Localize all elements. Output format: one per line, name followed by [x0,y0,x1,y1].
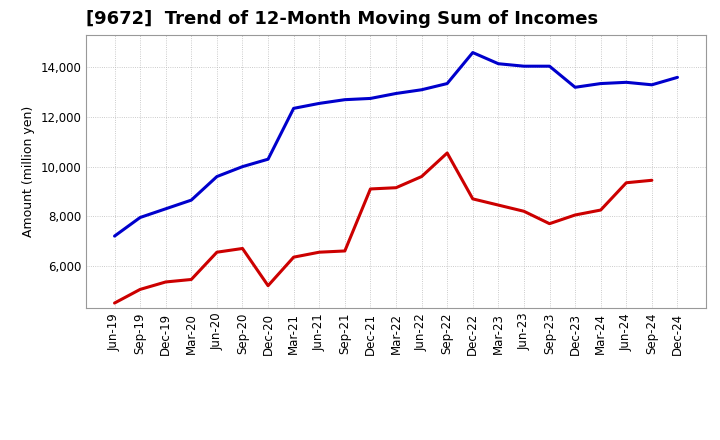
Net Income [264,283,272,288]
Ordinary Income [469,50,477,55]
Ordinary Income [366,96,374,101]
Ordinary Income [238,164,247,169]
Y-axis label: Amount (million yen): Amount (million yen) [22,106,35,237]
Net Income [110,301,119,306]
Ordinary Income [622,80,631,85]
Line: Ordinary Income: Ordinary Income [114,52,678,236]
Ordinary Income [418,87,426,92]
Ordinary Income [136,215,145,220]
Line: Net Income: Net Income [114,153,652,303]
Ordinary Income [161,206,170,212]
Net Income [647,178,656,183]
Net Income [622,180,631,185]
Ordinary Income [596,81,605,86]
Net Income [212,249,221,255]
Ordinary Income [494,61,503,66]
Ordinary Income [289,106,298,111]
Net Income [341,248,349,253]
Net Income [469,196,477,202]
Ordinary Income [443,81,451,86]
Net Income [315,249,323,255]
Ordinary Income [571,84,580,90]
Net Income [392,185,400,191]
Net Income [494,202,503,208]
Net Income [161,279,170,285]
Ordinary Income [315,101,323,106]
Net Income [545,221,554,226]
Net Income [187,277,196,282]
Ordinary Income [392,91,400,96]
Ordinary Income [264,157,272,162]
Net Income [443,150,451,156]
Ordinary Income [187,198,196,203]
Net Income [571,213,580,218]
Net Income [520,209,528,214]
Ordinary Income [212,174,221,179]
Ordinary Income [520,63,528,69]
Ordinary Income [110,234,119,239]
Net Income [238,246,247,251]
Net Income [596,207,605,213]
Ordinary Income [545,63,554,69]
Net Income [289,254,298,260]
Text: [9672]  Trend of 12-Month Moving Sum of Incomes: [9672] Trend of 12-Month Moving Sum of I… [86,10,598,28]
Net Income [136,287,145,292]
Net Income [418,174,426,179]
Ordinary Income [647,82,656,88]
Net Income [366,186,374,191]
Ordinary Income [341,97,349,103]
Ordinary Income [673,75,682,80]
